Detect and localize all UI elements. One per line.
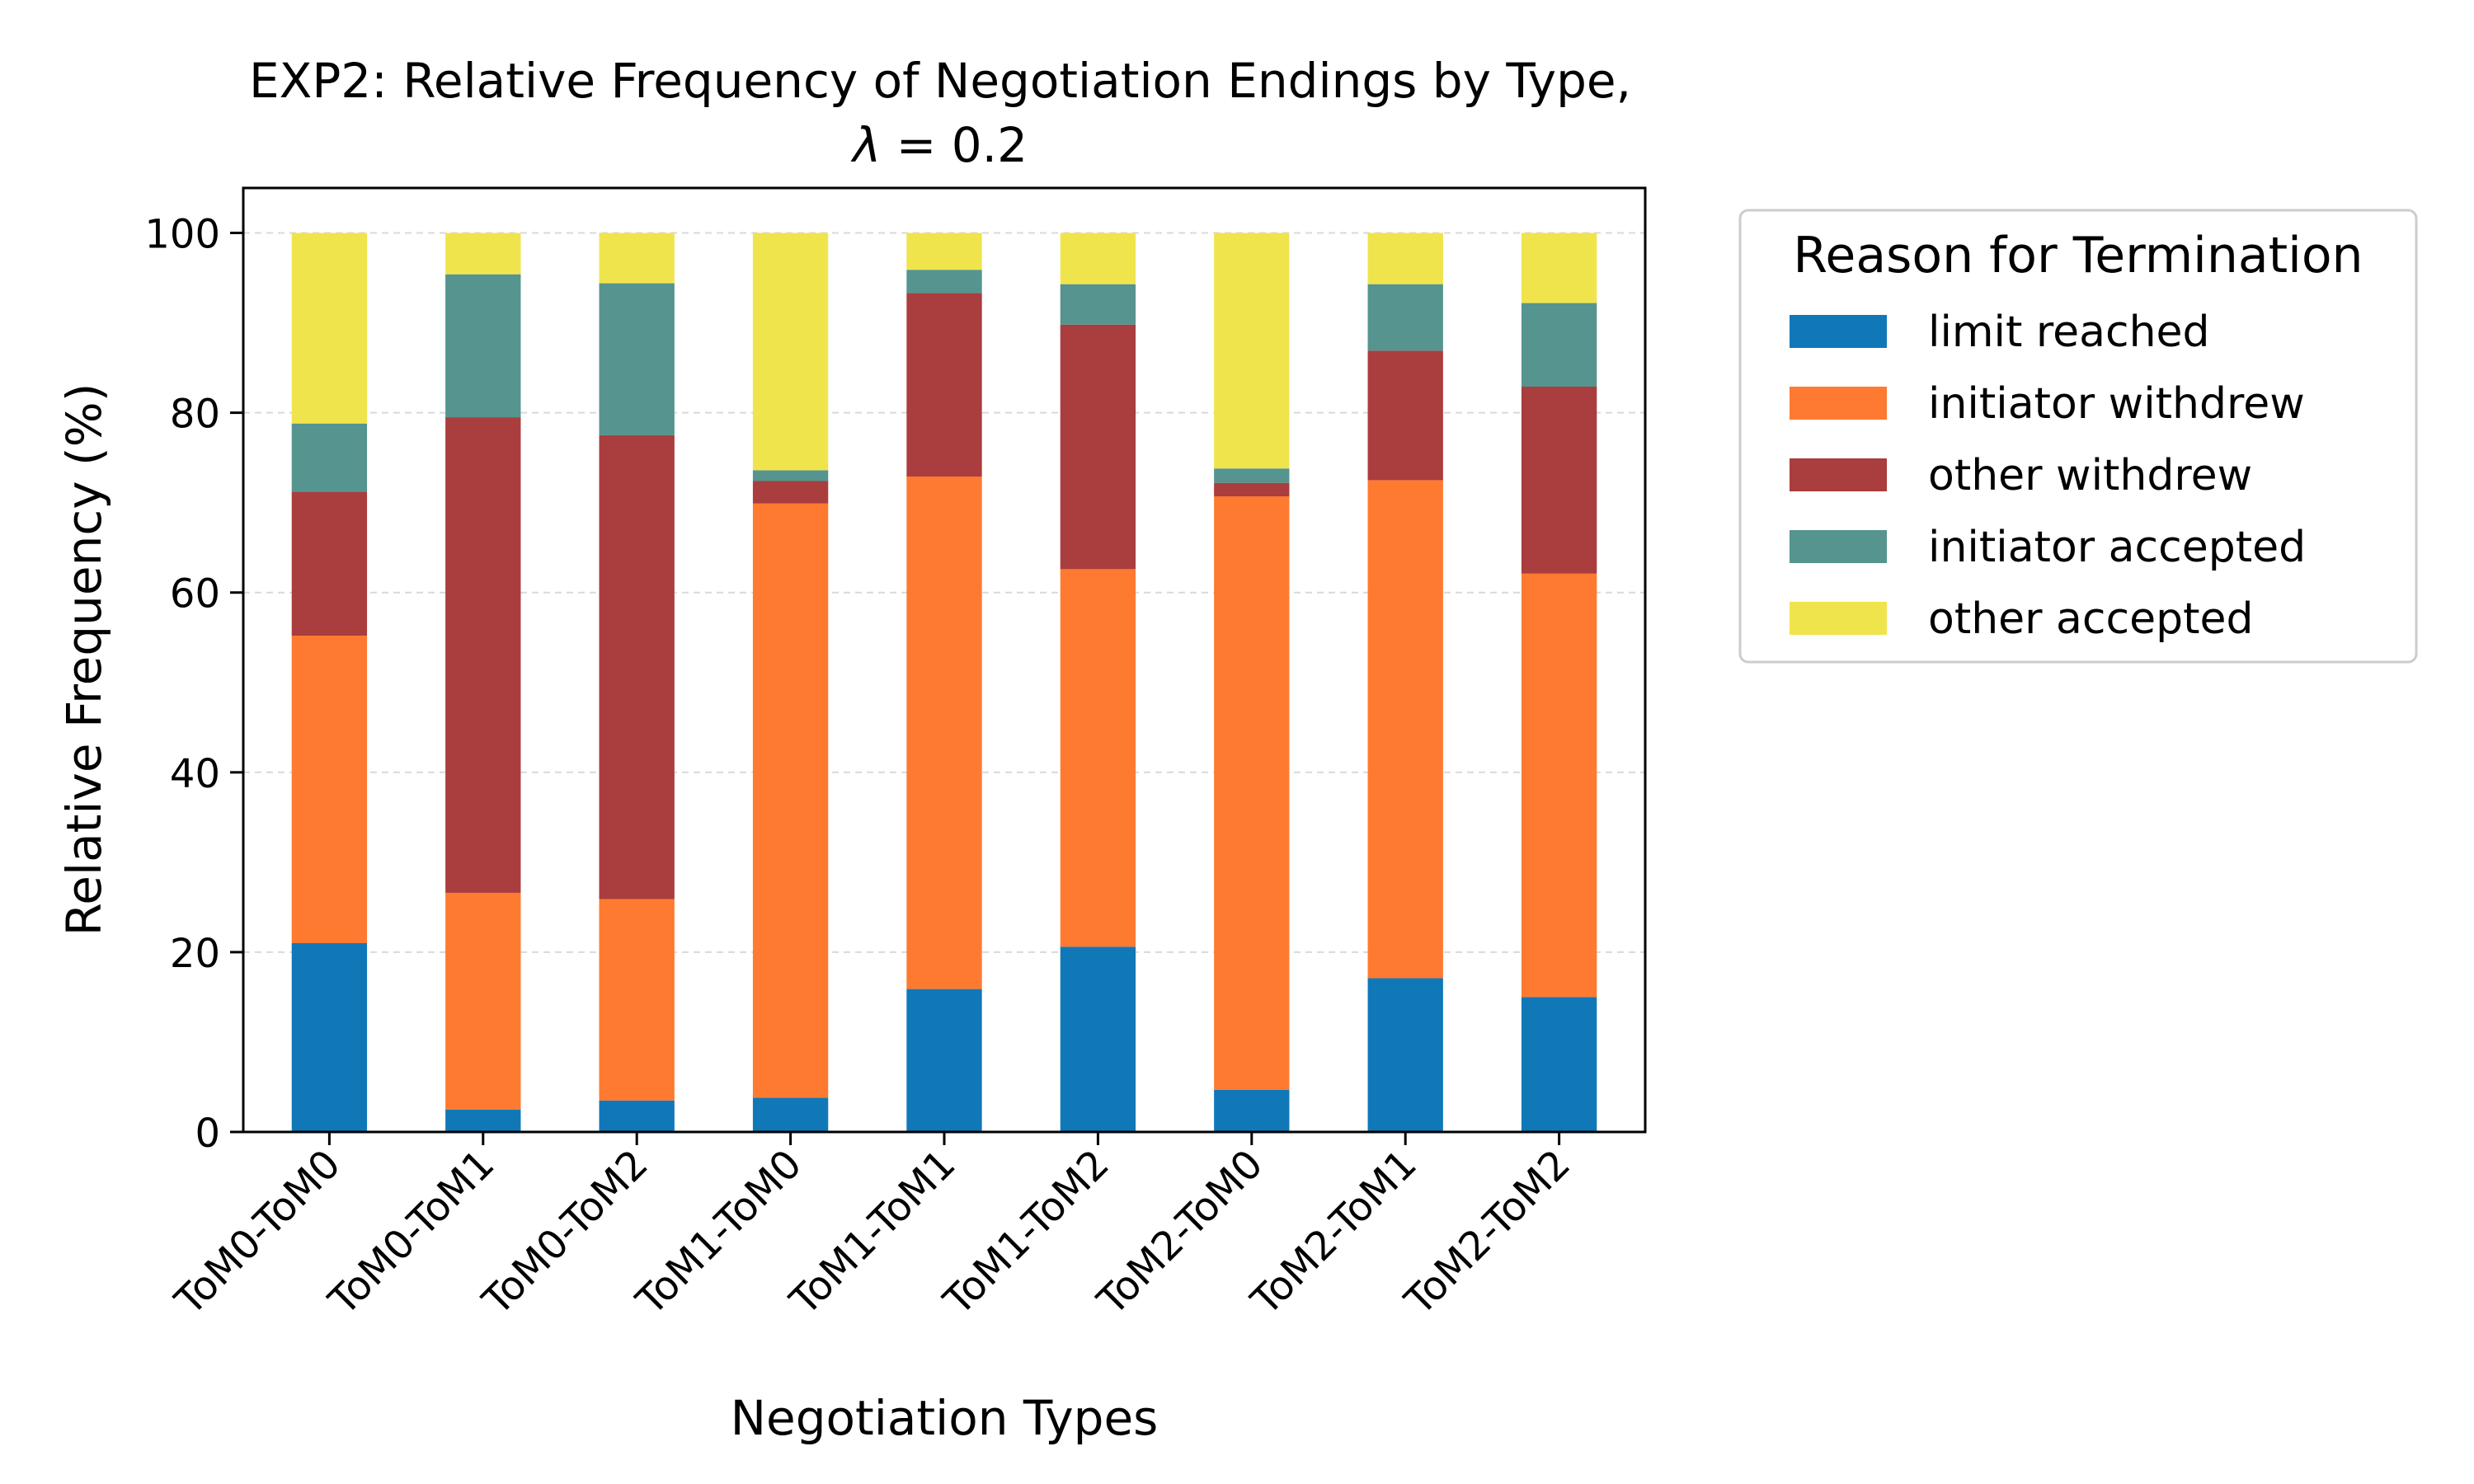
bar-segment: [1521, 303, 1597, 387]
bar-segment: [599, 899, 675, 1101]
legend-box: [1738, 209, 2418, 664]
bar-segment: [599, 232, 675, 284]
bar-segment: [752, 503, 829, 1098]
legend-swatch: [1790, 530, 1887, 563]
bar-segment: [1214, 468, 1290, 483]
bars-layer: [291, 232, 1597, 1132]
bar-segment: [1214, 1089, 1290, 1132]
bar-segment: [1521, 232, 1597, 303]
lambda-value: = 0.2: [881, 117, 1028, 173]
x-axis-label: Negotiation Types: [731, 1390, 1159, 1446]
bar-segment: [906, 989, 982, 1132]
y-axis-label: Relative Frequency (%): [56, 383, 112, 937]
legend-title: Reason for Termination: [1793, 227, 2363, 284]
bar-segment: [906, 270, 982, 294]
y-tick-label: 100: [144, 212, 220, 258]
bar-segment: [599, 434, 675, 899]
bar-segment: [599, 283, 675, 435]
bar-segment: [1060, 232, 1136, 284]
bar-segment: [1060, 324, 1136, 570]
bar-segment: [445, 417, 521, 893]
legend-swatch: [1790, 458, 1887, 491]
bar-segment: [1521, 386, 1597, 574]
lambda-symbol: λ: [850, 117, 881, 173]
legend-label: other withdrew: [1928, 451, 2252, 500]
bar-segment: [1521, 573, 1597, 998]
legend-label: other accepted: [1928, 594, 2254, 644]
bar-segment: [752, 470, 829, 481]
legend-swatch: [1790, 602, 1887, 635]
bar-segment: [291, 232, 368, 424]
y-axis: 0 20 40 60 80 100: [144, 212, 243, 1157]
chart-title-line1: EXP2: Relative Frequency of Negotiation …: [249, 53, 1631, 109]
bar-segment: [291, 491, 368, 636]
legend-swatch: [1790, 315, 1887, 348]
bar-segment: [906, 477, 982, 989]
bar-segment: [445, 232, 521, 275]
bar-segment: [1367, 350, 1443, 481]
legend-items: limit reached initiator withdrew other wit…: [1790, 308, 2306, 644]
bar-segment: [1367, 480, 1443, 979]
bar-segment: [1521, 997, 1597, 1132]
bar-segment: [599, 1100, 675, 1132]
legend-label: initiator withdrew: [1928, 379, 2305, 429]
y-tick-label: 0: [195, 1111, 220, 1157]
bar-segment: [752, 1097, 829, 1132]
bar-segment: [906, 293, 982, 477]
bar-segment: [1367, 978, 1443, 1132]
bar-segment: [445, 1109, 521, 1132]
bar-segment: [1367, 284, 1443, 351]
chart-title-line2: λ = 0.2: [850, 117, 1028, 173]
bar-segment: [1060, 946, 1136, 1132]
y-tick-label: 40: [170, 751, 220, 797]
bar-segment: [1060, 569, 1136, 947]
bar-segment: [752, 481, 829, 504]
legend-swatch: [1790, 387, 1887, 420]
bar-segment: [906, 232, 982, 270]
legend-label: initiator accepted: [1928, 523, 2306, 572]
bar-segment: [1214, 482, 1290, 497]
y-tick-label: 60: [170, 571, 220, 618]
y-tick-label: 80: [170, 392, 220, 438]
legend: Reason for Termination limit reached init…: [1738, 209, 2418, 664]
bar-segment: [1214, 232, 1290, 469]
bar-segment: [291, 636, 368, 943]
bar-segment: [445, 892, 521, 1110]
y-tick-label: 20: [170, 931, 220, 977]
bar-segment: [1367, 232, 1443, 284]
bar-segment: [1214, 496, 1290, 1090]
bar-segment: [752, 232, 829, 471]
bar-segment: [291, 943, 368, 1132]
bar-segment: [1060, 284, 1136, 325]
bar-segment: [291, 423, 368, 492]
bar-segment: [445, 274, 521, 418]
legend-label: limit reached: [1928, 308, 2210, 357]
